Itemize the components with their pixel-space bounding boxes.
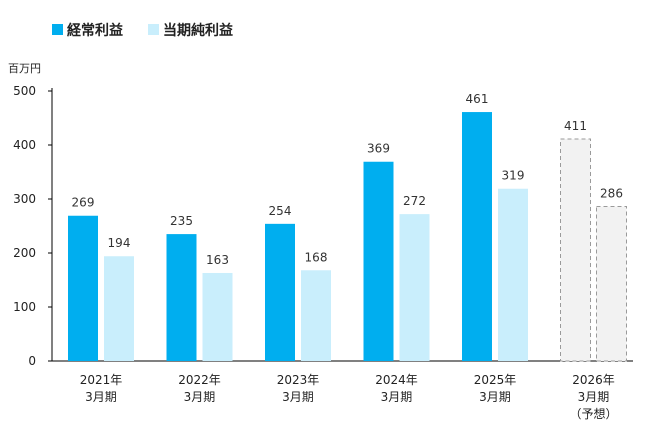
legend: 経常利益 当期純利益 [52, 22, 233, 39]
bar-toki-jun-rieki [596, 206, 627, 362]
x-category-label: 3月期 [184, 390, 216, 404]
y-tick-label: 0 [28, 354, 36, 368]
bar-keijo-rieki [68, 215, 98, 361]
x-category-label: 3月期 [479, 390, 511, 404]
x-category-label: 2026年 [572, 373, 615, 387]
bar-keijo-rieki [265, 223, 295, 361]
x-category-label: 2021年 [80, 373, 123, 387]
data-label: 286 [600, 187, 623, 201]
bar-keijo-rieki [363, 161, 394, 361]
bar-keijo-rieki [560, 138, 591, 362]
legend-swatch-keijo-rieki [52, 24, 63, 35]
x-category-label: （予想） [569, 406, 617, 421]
y-tick-label: 400 [13, 138, 36, 152]
data-label: 369 [367, 142, 390, 156]
bar-toki-jun-rieki [399, 214, 430, 361]
bar-toki-jun-rieki [104, 256, 134, 361]
data-label: 269 [72, 196, 95, 210]
bar-keijo-rieki [166, 234, 197, 361]
legend-swatch-toki-jun-rieki [148, 24, 159, 35]
bar-keijo-rieki [462, 112, 492, 361]
y-tick-label: 200 [13, 246, 36, 260]
x-category-label: 2023年 [277, 373, 320, 387]
x-category-label: 2025年 [474, 373, 517, 387]
x-category-label: 3月期 [578, 390, 610, 404]
data-label: 194 [108, 236, 131, 250]
data-label: 461 [466, 92, 489, 106]
y-axis-unit-label: 百万円 [8, 62, 41, 75]
x-category-label: 3月期 [381, 390, 413, 404]
legend-label-keijo-rieki: 経常利益 [67, 22, 123, 39]
x-category-label: 2024年 [375, 373, 418, 387]
y-tick-label: 100 [13, 300, 36, 314]
data-label: 168 [305, 250, 328, 264]
x-category-label: 2022年 [178, 373, 221, 387]
x-category-label: 3月期 [85, 390, 117, 404]
data-label: 163 [206, 253, 229, 267]
data-label: 235 [170, 214, 193, 228]
data-label: 254 [269, 204, 292, 218]
plot-area: 0 100 200 300 400 500 269 194 2021年 3月期 235 163 2022… [13, 84, 633, 421]
bar-toki-jun-rieki [202, 272, 233, 361]
y-tick-label: 300 [13, 192, 36, 206]
data-label: 272 [403, 194, 426, 208]
bar-toki-jun-rieki [301, 270, 331, 361]
data-label: 411 [564, 119, 587, 133]
x-category-label: 3月期 [282, 390, 314, 404]
bar-toki-jun-rieki [498, 188, 528, 361]
y-tick-label: 500 [13, 84, 36, 98]
data-label: 319 [502, 169, 525, 183]
legend-label-toki-jun-rieki: 当期純利益 [163, 22, 233, 39]
